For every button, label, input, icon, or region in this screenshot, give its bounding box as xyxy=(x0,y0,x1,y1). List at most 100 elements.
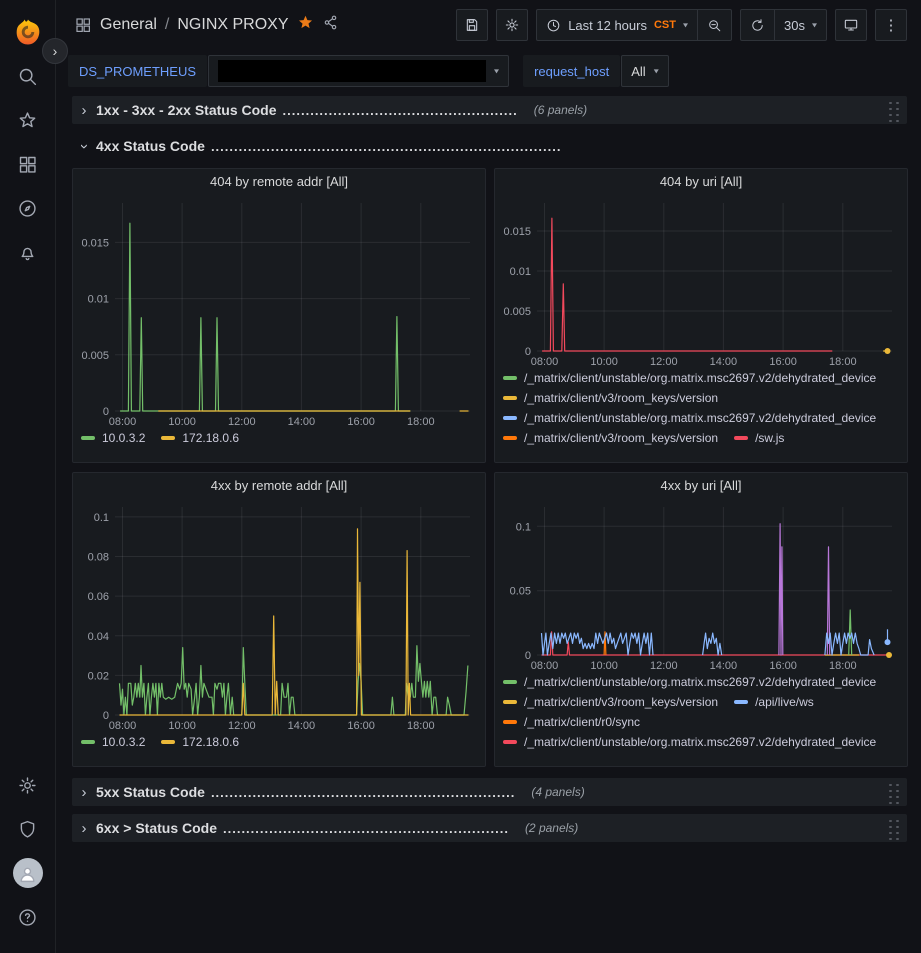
share-button[interactable] xyxy=(322,14,339,36)
time-series-chart[interactable]: 0 0.02 0.04 0.06 0.08 0.1 08:00 10:00 12:00 14:00… xyxy=(81,500,477,732)
grafana-logo-icon xyxy=(16,19,39,45)
svg-text:12:00: 12:00 xyxy=(228,416,256,428)
legend-item[interactable]: /_matrix/client/r0/sync xyxy=(503,715,640,729)
chevron-right-icon xyxy=(78,784,90,801)
row-drag-handle[interactable] xyxy=(886,816,901,840)
panel-title[interactable]: 4xx by remote addr [All] xyxy=(210,478,348,493)
sidebar-item-alerting[interactable] xyxy=(6,230,50,274)
sidebar-expand-button[interactable]: › xyxy=(42,38,68,64)
save-icon xyxy=(466,19,478,31)
variable-ds-prometheus: DS_PROMETHEUS ▾ xyxy=(68,55,510,87)
row-drag-handle[interactable] xyxy=(886,98,901,122)
legend-item[interactable]: /_matrix/client/unstable/org.matrix.msc2… xyxy=(503,675,876,689)
svg-text:14:00: 14:00 xyxy=(288,416,316,428)
bell-icon xyxy=(21,247,34,260)
legend-label: 172.18.0.6 xyxy=(182,431,240,445)
svg-text:14:00: 14:00 xyxy=(288,720,316,732)
time-series-plot[interactable]: 0 0.005 0.01 0.015 08:00 10:00 12:00 14:00 16:00… xyxy=(503,196,899,368)
row-title: 1xx - 3xx - 2xx Status Code xyxy=(96,102,277,118)
legend-item[interactable]: /_matrix/client/v3/room_keys/version xyxy=(503,695,718,709)
time-series-chart[interactable]: 0 0.05 0.1 08:00 10:00 12:00 14:00 16:00 18:00 xyxy=(503,500,899,672)
panel-title[interactable]: 4xx by uri [All] xyxy=(660,478,742,493)
refresh-interval-picker[interactable]: 30s ▾ xyxy=(774,10,826,40)
panel-title[interactable]: 404 by uri [All] xyxy=(659,174,743,189)
svg-text:18:00: 18:00 xyxy=(407,416,435,428)
chevron-right-icon xyxy=(78,102,90,119)
breadcrumb-separator: / xyxy=(164,16,170,33)
legend-item[interactable]: /_matrix/client/v3/room_keys/version xyxy=(503,431,718,445)
sidebar-item-search[interactable] xyxy=(6,54,50,98)
favorite-star-button[interactable] xyxy=(297,14,314,36)
legend-item[interactable]: /sw.js xyxy=(734,431,784,445)
svg-text:0.06: 0.06 xyxy=(88,591,109,603)
svg-text:0: 0 xyxy=(103,710,109,722)
legend-swatch xyxy=(503,416,517,420)
panel-legend: /_matrix/client/unstable/org.matrix.msc2… xyxy=(503,371,899,455)
sidebar-item-configuration[interactable] xyxy=(6,763,50,807)
star-filled-icon xyxy=(298,15,312,29)
chevron-down-icon: ▾ xyxy=(494,66,500,76)
row-drag-handle[interactable] xyxy=(886,780,901,804)
legend-item[interactable]: 10.0.3.2 xyxy=(81,735,145,749)
row-1xx-3xx-2xx[interactable]: 1xx - 3xx - 2xx Status Code ............… xyxy=(72,96,907,124)
legend-item[interactable]: 172.18.0.6 xyxy=(161,431,239,445)
sidebar-item-starred[interactable] xyxy=(6,98,50,142)
help-icon xyxy=(19,908,36,926)
legend-swatch xyxy=(81,436,95,440)
time-series-chart[interactable]: 0 0.005 0.01 0.015 08:00 10:00 12:00 14:00 16:00… xyxy=(503,196,899,368)
time-series-plot[interactable]: 0 0.05 0.1 08:00 10:00 12:00 14:00 16:00 18:00 xyxy=(503,500,899,672)
legend-swatch xyxy=(161,740,176,744)
svg-text:0.1: 0.1 xyxy=(516,521,531,533)
legend-item[interactable]: /api/live/ws xyxy=(734,695,814,709)
chevron-down-icon: ▾ xyxy=(811,20,817,30)
panel-404-by-uri: 404 by uri [All] 0 0.005 0.01 0.015 08:00 10:… xyxy=(494,168,908,463)
chevron-down-icon: ▾ xyxy=(682,20,688,30)
sidebar-item-server-admin[interactable] xyxy=(6,807,50,851)
legend-swatch xyxy=(503,740,517,744)
legend-item[interactable]: 172.18.0.6 xyxy=(161,735,239,749)
sidebar-item-help[interactable] xyxy=(6,895,50,939)
breadcrumb-folder[interactable]: General xyxy=(100,16,157,33)
grafana-logo[interactable] xyxy=(6,10,50,54)
legend-label: /_matrix/client/unstable/org.matrix.msc2… xyxy=(524,371,877,385)
row-5xx[interactable]: 5xx Status Code ........................… xyxy=(72,778,907,806)
sidebar-item-dashboards[interactable] xyxy=(6,142,50,186)
legend-swatch xyxy=(503,680,517,684)
legend-item[interactable]: /_matrix/client/unstable/org.matrix.msc2… xyxy=(503,735,876,749)
legend-swatch xyxy=(503,396,517,400)
legend-item[interactable]: /_matrix/client/unstable/org.matrix.msc2… xyxy=(503,411,876,425)
shield-icon xyxy=(20,820,35,838)
refresh-button[interactable] xyxy=(741,10,774,40)
svg-text:0: 0 xyxy=(103,406,109,418)
legend-label: /_matrix/client/r0/sync xyxy=(524,715,641,729)
svg-text:12:00: 12:00 xyxy=(228,720,256,732)
svg-text:18:00: 18:00 xyxy=(829,356,857,368)
legend-label: /_matrix/client/v3/room_keys/version xyxy=(524,431,719,445)
time-series-chart[interactable]: 0 0.005 0.01 0.015 08:00 10:00 12:00 14:00 16:00… xyxy=(81,196,477,428)
row-6xx[interactable]: 6xx > Status Code ......................… xyxy=(72,814,907,842)
time-range-picker[interactable]: Last 12 hours CST ▾ xyxy=(537,10,697,40)
legend-item[interactable]: /_matrix/client/unstable/org.matrix.msc2… xyxy=(503,371,876,385)
variable-value-dropdown[interactable]: ▾ xyxy=(208,55,510,87)
sidebar-item-profile[interactable] xyxy=(6,851,50,895)
panel-title[interactable]: 404 by remote addr [All] xyxy=(209,174,349,189)
cycle-view-mode-button[interactable] xyxy=(835,9,867,41)
time-series-plot[interactable]: 0 0.02 0.04 0.06 0.08 0.1 08:00 10:00 12:00 14:00… xyxy=(81,500,477,732)
svg-text:0.015: 0.015 xyxy=(503,226,531,238)
legend-item[interactable]: 10.0.3.2 xyxy=(81,431,145,445)
variable-label: request_host xyxy=(523,55,621,87)
more-options-button[interactable]: ⋮ xyxy=(875,9,907,41)
breadcrumb-dashboard-title[interactable]: NGINX PROXY xyxy=(177,16,289,33)
save-dashboard-button[interactable] xyxy=(456,9,489,41)
zoom-out-time-button[interactable] xyxy=(697,10,731,40)
svg-text:16:00: 16:00 xyxy=(769,356,797,368)
variable-value-dropdown[interactable]: All ▾ xyxy=(621,55,669,87)
dashboard-settings-button[interactable] xyxy=(496,9,529,41)
star-icon xyxy=(19,111,36,127)
panel-4xx-by-remote-addr: 4xx by remote addr [All] 0 0.02 0.04 0.06 0.… xyxy=(72,472,486,767)
legend-item[interactable]: /_matrix/client/v3/room_keys/version xyxy=(503,391,718,405)
row-4xx[interactable]: 4xx Status Code ........................… xyxy=(72,132,907,160)
time-series-plot[interactable]: 0 0.005 0.01 0.015 08:00 10:00 12:00 14:00 16:00… xyxy=(81,196,477,428)
sidebar-item-explore[interactable] xyxy=(6,186,50,230)
monitor-icon xyxy=(844,19,858,31)
